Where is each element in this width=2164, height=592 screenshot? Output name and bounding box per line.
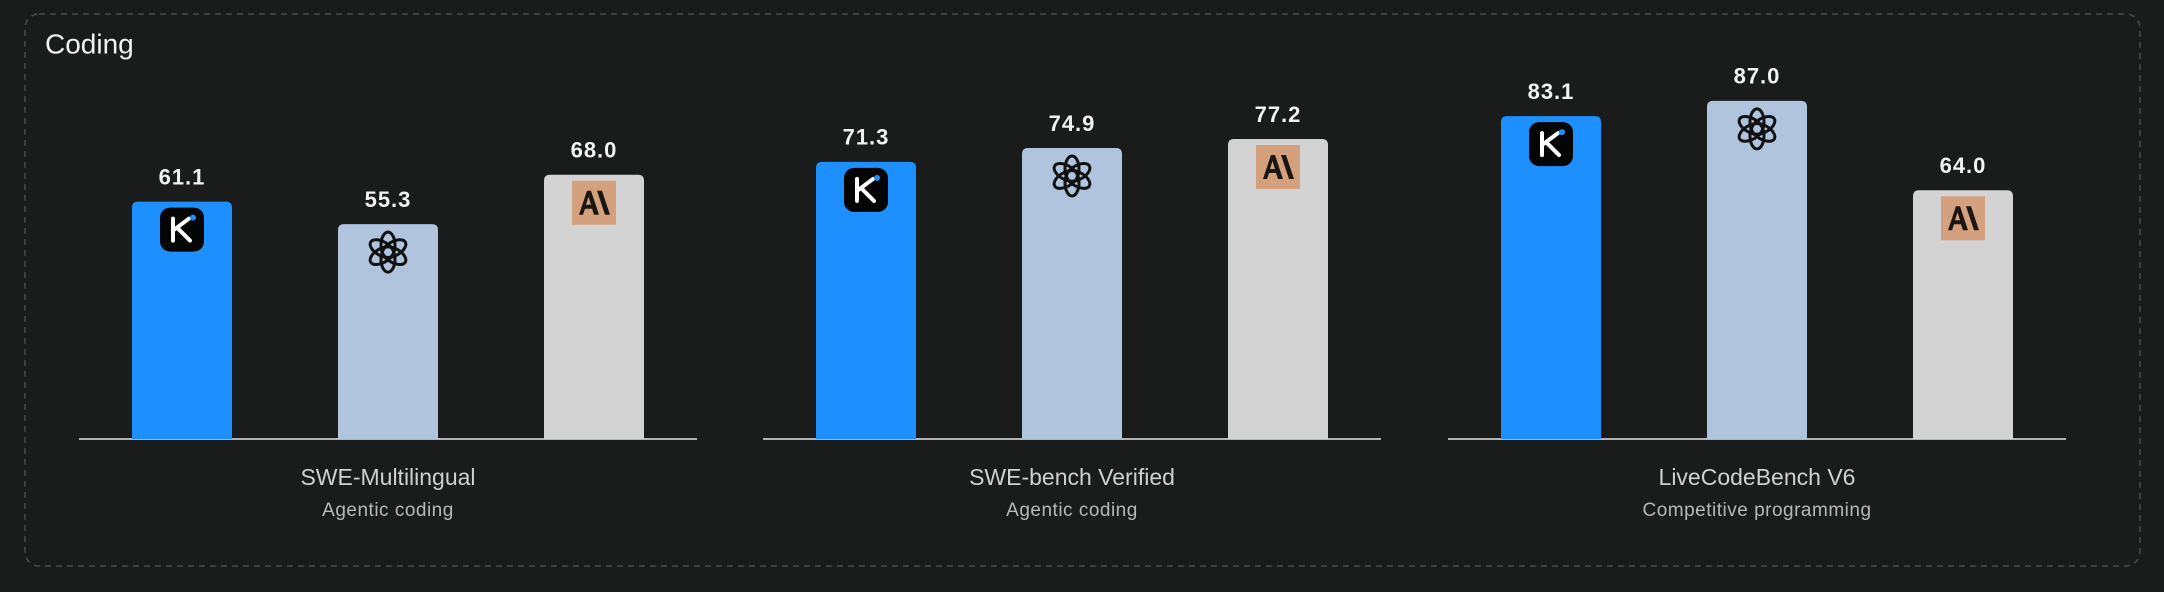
bar [544, 174, 644, 439]
value-label: 71.3 [843, 125, 890, 150]
category-subtitle: Agentic coding [322, 500, 454, 521]
bar [338, 224, 438, 439]
bar [1022, 147, 1122, 439]
kimi-logo [1527, 120, 1575, 169]
bar [1501, 116, 1601, 440]
value-label: 77.2 [1255, 102, 1302, 127]
bar [1707, 100, 1807, 439]
value-label: 68.0 [571, 138, 618, 163]
anthropic-logo [1941, 196, 1985, 241]
category-title: SWE-Multilingual [300, 464, 475, 490]
value-label: 74.9 [1049, 111, 1096, 136]
category-subtitle: Agentic coding [1006, 500, 1138, 521]
value-label: 61.1 [159, 164, 206, 189]
kimi-logo [842, 165, 890, 214]
bar [132, 201, 232, 439]
value-label: 83.1 [1528, 79, 1575, 104]
kimi-logo [158, 205, 206, 254]
bar [816, 161, 916, 439]
category-title: SWE-bench Verified [969, 464, 1175, 490]
value-label: 64.0 [1940, 153, 1987, 178]
anthropic-logo [1256, 145, 1300, 190]
panel-border [24, 13, 2141, 567]
category-subtitle: Competitive programming [1642, 500, 1871, 521]
bar [1913, 190, 2013, 439]
bar [1228, 139, 1328, 439]
category-title: LiveCodeBench V6 [1659, 464, 1856, 490]
panel-title: Coding [45, 28, 134, 59]
anthropic-logo [572, 180, 616, 225]
value-label: 55.3 [365, 187, 412, 212]
value-label: 87.0 [1734, 64, 1781, 89]
